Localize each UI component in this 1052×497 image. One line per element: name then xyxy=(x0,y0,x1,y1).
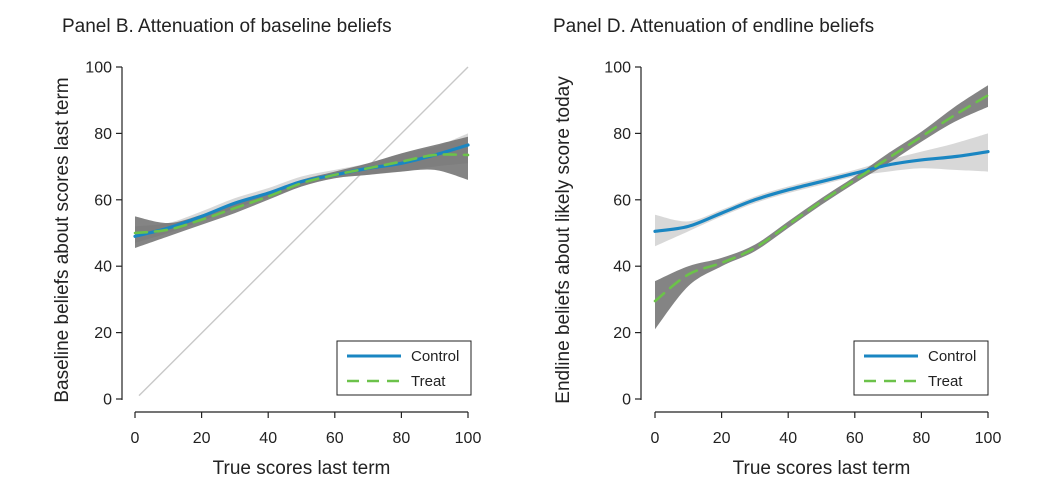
panel-b-line-treat xyxy=(133,153,470,235)
panel-b-y-tick-label: 60 xyxy=(94,192,112,209)
panel-b-ci-band-treat xyxy=(135,136,468,248)
panel-d-line-treat xyxy=(653,93,990,303)
panel-d-y-tick-label: 80 xyxy=(613,126,631,143)
panel-b-line-control xyxy=(133,143,470,238)
panel-d-x-tick-label: 80 xyxy=(913,430,931,447)
panel-b-y-tick-label: 80 xyxy=(94,126,112,143)
panel-b-legend: Control Treat xyxy=(336,340,472,396)
panel-d-ci-band-control xyxy=(655,133,988,247)
panel-d-x-tick-label: 40 xyxy=(779,430,797,447)
panel-b-x-tick-label: 0 xyxy=(131,430,140,447)
panel-d-line-control xyxy=(653,150,990,233)
panel-b-y-tick-label: 20 xyxy=(94,325,112,342)
panel-b-legend-box xyxy=(336,340,472,396)
panel-d-y-tick-label: 0 xyxy=(622,392,631,409)
panel-b-reference-diagonal xyxy=(138,66,469,397)
panel-d-x-axis-label: True scores last term xyxy=(733,458,911,479)
panel-d-y-tick-label: 20 xyxy=(613,325,631,342)
panel-b-x-axis-label: True scores last term xyxy=(213,458,391,479)
panel-b-y-tick-label: 40 xyxy=(94,259,112,276)
panel-d-x-tick-label: 0 xyxy=(651,430,660,447)
panel-d-chart: Panel D. Attenuation of endline beliefs 0… xyxy=(553,16,1001,479)
panel-d-x-tick-label: 60 xyxy=(846,430,864,447)
panel-b-x-tick-label: 40 xyxy=(259,430,277,447)
panel-b-y-tick-label: 100 xyxy=(85,60,112,77)
panel-d-legend-box xyxy=(853,340,989,396)
panel-b-y-axis-label: Baseline beliefs about scores last term xyxy=(52,77,73,402)
panel-b-chart: Panel B. Attenuation of baseline beliefs… xyxy=(52,16,481,479)
panel-b-x-tick-label: 60 xyxy=(326,430,344,447)
panel-b-title: Panel B. Attenuation of baseline beliefs xyxy=(62,16,392,37)
panel-b-x-tick-label: 100 xyxy=(455,430,482,447)
panel-d-legend-label-treat: Treat xyxy=(928,373,963,390)
panel-b-x-tick-label: 20 xyxy=(193,430,211,447)
panel-b-legend-label-treat: Treat xyxy=(411,373,446,390)
panel-d-y-tick-label: 100 xyxy=(604,60,631,77)
panel-d-y-tick-label: 60 xyxy=(613,192,631,209)
panel-d-ci-band-treat xyxy=(655,85,988,330)
panel-b-x-tick-label: 80 xyxy=(393,430,411,447)
panel-d-x-tick-label: 100 xyxy=(975,430,1002,447)
panel-b-y-tick-label: 0 xyxy=(103,392,112,409)
panel-d-legend-label-control: Control xyxy=(928,348,976,365)
panel-d-x-tick-label: 20 xyxy=(713,430,731,447)
panel-d-legend: Control Treat xyxy=(853,340,989,396)
panel-d-y-tick-label: 40 xyxy=(613,259,631,276)
panel-d-y-axis-label: Endline beliefs about likely score today xyxy=(553,76,574,404)
panel-d-title: Panel D. Attenuation of endline beliefs xyxy=(553,16,874,37)
panel-b-legend-label-control: Control xyxy=(411,348,459,365)
